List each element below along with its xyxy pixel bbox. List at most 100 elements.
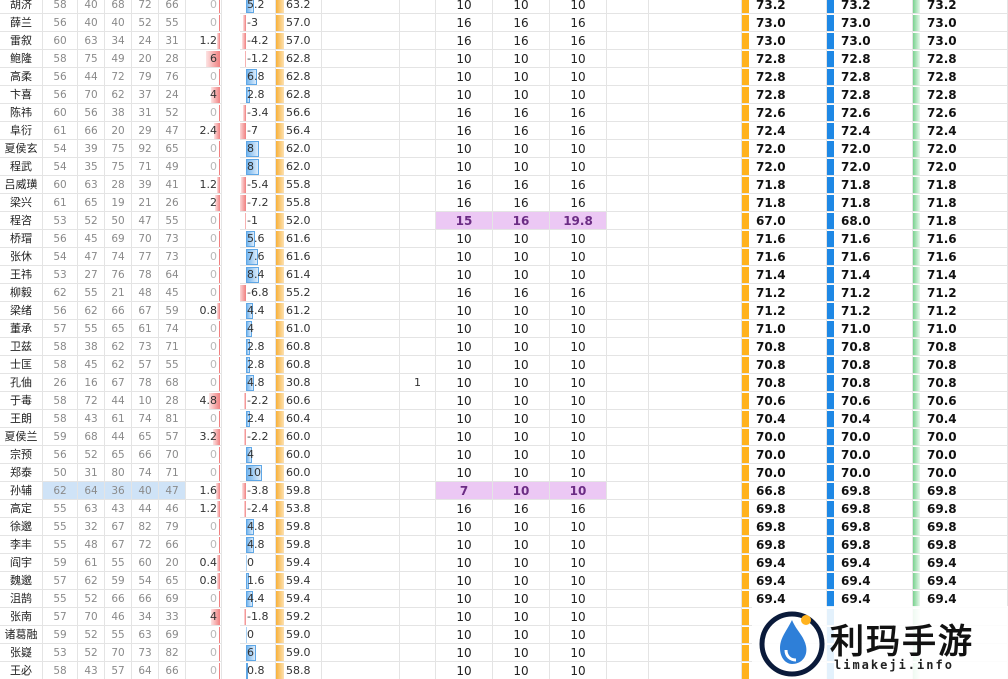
general-name-cell[interactable]: 宗预 [0,446,43,464]
empty-cell[interactable] [649,104,742,122]
flag-cell[interactable] [400,140,436,158]
result-cell[interactable]: 70.4 [742,410,827,428]
empty-cell[interactable] [322,554,400,572]
stat-cell[interactable]: 54 [132,572,159,590]
result-cell[interactable]: 70.0 [827,464,913,482]
result-cell[interactable]: 71.2 [913,302,1008,320]
general-name-cell[interactable]: 陈祎 [0,104,43,122]
result-cell[interactable]: 69.4 [742,572,827,590]
result-cell[interactable]: 72.0 [913,140,1008,158]
stat-cell[interactable]: 43 [78,410,105,428]
diff-cell[interactable]: -5.4 [240,176,276,194]
value-cell[interactable]: 10 [493,464,550,482]
empty-cell[interactable] [322,302,400,320]
stat-cell[interactable]: 31 [132,104,159,122]
result-cell[interactable]: 70.6 [827,392,913,410]
value-cell[interactable]: 10 [436,68,493,86]
value-cell[interactable]: 10 [436,248,493,266]
stat-cell[interactable]: 62 [78,572,105,590]
general-name-cell[interactable]: 高柔 [0,68,43,86]
value-cell[interactable]: 10 [436,428,493,446]
stat-cell[interactable]: 53 [43,644,78,662]
general-name-cell[interactable]: 董承 [0,320,43,338]
empty-cell[interactable] [649,158,742,176]
empty-cell[interactable] [607,68,649,86]
value-cell[interactable]: 10 [550,68,607,86]
value-cell[interactable]: 10 [550,158,607,176]
total-cell[interactable]: 59.2 [276,608,322,626]
bonus-cell[interactable]: 0 [186,230,222,248]
stat-cell[interactable]: 66 [105,302,132,320]
empty-cell[interactable] [607,572,649,590]
stat-cell[interactable]: 71 [159,338,186,356]
stat-cell[interactable]: 53 [43,266,78,284]
result-cell[interactable]: 72.8 [742,86,827,104]
value-cell[interactable]: 16 [436,284,493,302]
stat-cell[interactable]: 82 [132,518,159,536]
stat-cell[interactable]: 63 [132,626,159,644]
stat-cell[interactable]: 57 [105,662,132,679]
diff-cell[interactable]: -2.2 [240,428,276,446]
value-cell[interactable]: 10 [436,0,493,14]
value-cell[interactable]: 10 [436,158,493,176]
empty-cell[interactable] [649,518,742,536]
stat-cell[interactable]: 80 [105,464,132,482]
stat-cell[interactable]: 26 [159,194,186,212]
value-cell[interactable]: 10 [493,68,550,86]
diff-cell[interactable]: -1 [240,212,276,230]
stat-cell[interactable]: 72 [132,0,159,14]
stat-cell[interactable]: 64 [159,266,186,284]
stat-cell[interactable]: 75 [105,158,132,176]
stat-cell[interactable]: 71 [159,464,186,482]
value-cell[interactable]: 10 [436,338,493,356]
bonus-cell[interactable]: 0 [186,248,222,266]
empty-cell[interactable] [607,284,649,302]
stat-cell[interactable]: 64 [132,662,159,679]
result-cell[interactable]: 71.8 [913,194,1008,212]
stat-cell[interactable]: 67 [105,518,132,536]
bonus-cell[interactable]: 1.2 [186,176,222,194]
value-cell[interactable]: 10 [493,140,550,158]
value-cell[interactable]: 10 [493,248,550,266]
stat-cell[interactable]: 54 [43,158,78,176]
result-cell[interactable]: 72.4 [742,122,827,140]
stat-cell[interactable]: 69 [159,626,186,644]
stat-cell[interactable]: 61 [105,410,132,428]
bonus-cell[interactable]: 0 [186,320,222,338]
value-cell[interactable]: 10 [550,86,607,104]
total-cell[interactable]: 59.4 [276,590,322,608]
empty-cell[interactable] [649,446,742,464]
result-cell[interactable]: 70.8 [827,338,913,356]
empty-cell[interactable] [607,320,649,338]
result-cell[interactable]: 71.4 [827,266,913,284]
bonus-cell[interactable]: 0 [186,536,222,554]
result-cell[interactable]: 67.0 [742,212,827,230]
empty-cell[interactable] [607,662,649,679]
total-cell[interactable]: 62.8 [276,50,322,68]
value-cell[interactable]: 10 [550,266,607,284]
diff-cell[interactable]: 0 [240,554,276,572]
result-cell[interactable]: 72.8 [913,86,1008,104]
diff-cell[interactable]: 0.8 [240,662,276,679]
general-name-cell[interactable]: 雷叙 [0,32,43,50]
value-cell[interactable]: 10 [550,392,607,410]
result-cell[interactable]: 70.0 [913,428,1008,446]
empty-cell[interactable] [607,446,649,464]
stat-cell[interactable]: 68 [78,428,105,446]
stat-cell[interactable]: 48 [132,284,159,302]
stat-cell[interactable]: 24 [132,32,159,50]
stat-cell[interactable]: 66 [159,0,186,14]
value-cell[interactable]: 10 [436,320,493,338]
value-cell[interactable]: 16 [493,14,550,32]
stat-cell[interactable]: 69 [105,230,132,248]
empty-cell[interactable] [649,590,742,608]
value-cell[interactable]: 10 [550,302,607,320]
empty-cell[interactable] [607,302,649,320]
empty-cell[interactable] [322,572,400,590]
stat-cell[interactable]: 52 [159,104,186,122]
stat-cell[interactable]: 70 [78,86,105,104]
total-cell[interactable]: 56.4 [276,122,322,140]
stat-cell[interactable]: 24 [159,86,186,104]
result-cell[interactable]: 70.8 [742,374,827,392]
stat-cell[interactable]: 72 [105,68,132,86]
